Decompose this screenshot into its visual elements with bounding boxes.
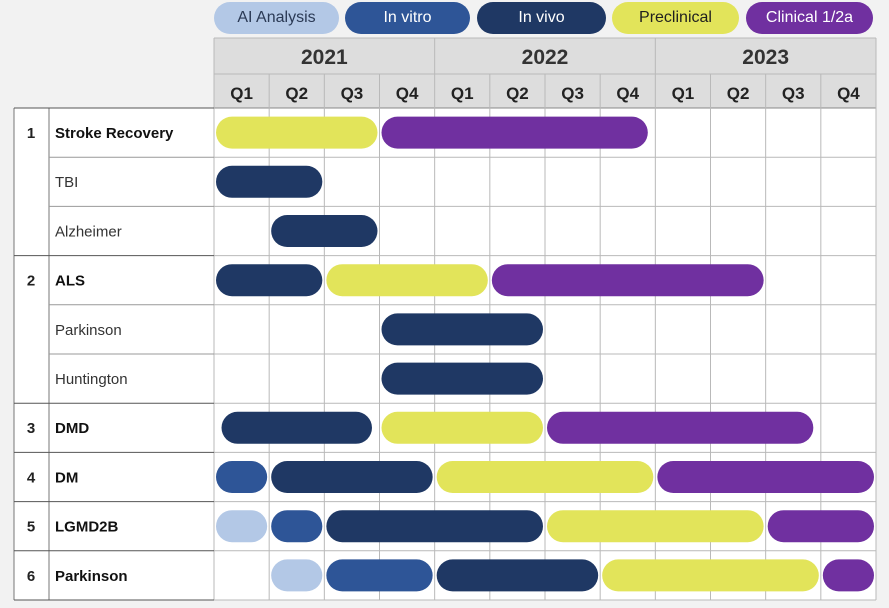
bar-ai [271,559,323,592]
bar-clin [767,510,874,543]
legend-item-pre: Preclinical [612,2,739,34]
bar-clin [657,461,874,493]
bar-pre [547,510,764,543]
quarter-label: Q3 [561,84,584,103]
legend-item-vivo: In vivo [477,2,606,34]
group-number: 5 [27,519,35,536]
group-number: 3 [27,420,35,437]
quarter-label: Q3 [782,84,805,103]
bar-pre [326,264,488,297]
bar-pre [381,411,543,444]
row-name: Stroke Recovery [55,125,174,142]
bar-vivo [381,313,543,346]
bar-pre [602,559,819,592]
bar-clin [381,116,648,149]
bar-ai [216,510,268,543]
row-name: Huntington [55,371,128,388]
year-label-2023: 2023 [742,46,789,69]
row-name: DM [55,469,78,486]
legend-item-ai: AI Analysis [214,2,339,34]
quarter-label: Q4 [616,84,639,103]
bar-vitro [216,461,268,493]
row-name: Parkinson [55,322,122,339]
bar-vivo [436,559,599,592]
bar-vitro [271,510,323,543]
row-name: ALS [55,273,85,290]
quarter-label: Q1 [230,84,253,103]
quarter-label: Q4 [396,84,419,103]
bar-clin [491,264,764,297]
bar-pre [436,461,654,493]
year-label-2021: 2021 [301,46,348,69]
quarter-label: Q2 [285,84,308,103]
row-name: DMD [55,420,89,437]
group-number: 2 [27,273,35,290]
bar-clin [822,559,874,592]
quarter-label: Q3 [341,84,364,103]
group-number: 4 [27,469,36,486]
row-name: Alzheimer [55,223,122,240]
bar-vivo [221,411,372,444]
bar-vivo [271,215,378,247]
group-number: 1 [27,125,35,142]
group-number: 6 [27,568,35,585]
bar-vivo [216,165,323,198]
quarter-label: Q1 [672,84,695,103]
row-name: Parkinson [55,568,128,585]
legend-item-clin: Clinical 1/2a [746,2,873,34]
year-label-2022: 2022 [522,46,569,69]
quarter-label: Q4 [837,84,860,103]
bar-vivo [326,510,543,543]
bar-vivo [271,461,433,493]
bar-vitro [326,559,433,592]
bar-vivo [381,362,543,395]
quarter-label: Q1 [451,84,474,103]
bar-vivo [216,264,323,297]
quarter-label: Q2 [727,84,750,103]
quarter-label: Q2 [506,84,529,103]
legend-item-vitro: In vitro [345,2,470,34]
row-name: LGMD2B [55,519,119,536]
bar-clin [547,411,814,444]
row-name: TBI [55,174,78,191]
bar-pre [216,116,378,149]
